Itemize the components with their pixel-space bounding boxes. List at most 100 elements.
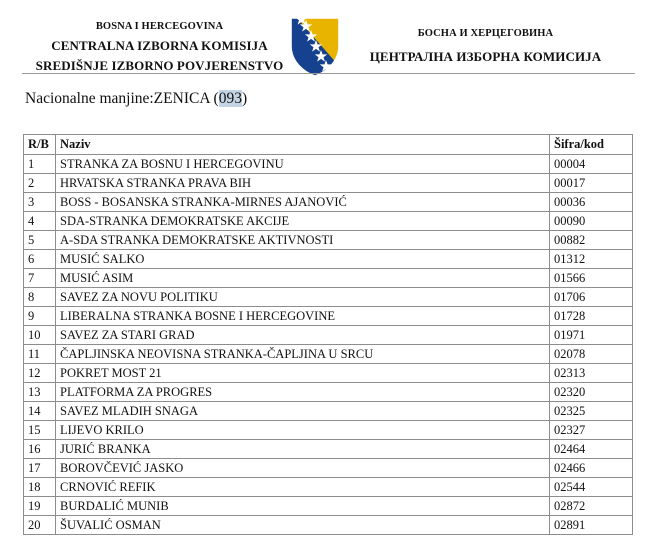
- cell-sifra: 00004: [549, 154, 633, 174]
- cell-rb: 19: [23, 496, 56, 516]
- cell-rb: 13: [23, 382, 56, 402]
- table-row: 16 JURIĆ BRANKA 02464: [23, 439, 633, 459]
- masthead-cyrillic-line-2: ЦЕНТРАЛНА ИЗБОРНА КОМИСИЈА: [369, 49, 602, 64]
- table-row: 17 BOROVČEVIĆ JASKO 02466: [23, 458, 633, 478]
- cell-rb: 11: [23, 344, 56, 364]
- column-header-rb: R/B: [23, 134, 56, 155]
- table-header-row: R/B Naziv Šifra/kod: [23, 134, 633, 155]
- cell-sifra: 02078: [549, 344, 633, 364]
- cell-naziv: BOSS - BOSANSKA STRANKA-MIRNES AJANOVIĆ: [55, 192, 550, 212]
- table-row: 19 BURDALIĆ MUNIB 02872: [23, 496, 633, 516]
- cell-naziv: MUSIĆ SALKO: [55, 249, 550, 269]
- masthead-latin-block: BOSNA I HERCEGOVINA CENTRALNA IZBORNA KO…: [35, 18, 285, 76]
- cell-rb: 1: [23, 154, 56, 174]
- cell-rb: 20: [23, 515, 56, 535]
- cell-rb: 14: [23, 401, 56, 421]
- cell-sifra: 02464: [549, 439, 633, 459]
- cell-rb: 7: [23, 268, 56, 288]
- cell-sifra: 01728: [549, 306, 633, 326]
- candidate-list-table: R/B Naziv Šifra/kod 1 STRANKA ZA BOSNU I …: [23, 134, 633, 535]
- table-row: 4 SDA-STRANKA DEMOKRATSKE AKCIJE 00090: [23, 211, 633, 231]
- cell-naziv: STRANKA ZA BOSNU I HERCEGOVINU: [55, 154, 550, 174]
- masthead-cyrillic-line-1: БОСНА И ХЕРЦЕГОВИНА: [417, 28, 554, 39]
- candidate-list-table-wrapper: R/B Naziv Šifra/kod 1 STRANKA ZA BOSNU I …: [23, 134, 633, 535]
- cell-naziv: ČAPLJINSKA NEOVISNA STRANKA-ČAPLJINA U S…: [55, 344, 550, 364]
- header-divider: [22, 73, 635, 74]
- cell-naziv: JURIĆ BRANKA: [55, 439, 550, 459]
- table-row: 7 MUSIĆ ASIM 01566: [23, 268, 633, 288]
- cell-rb: 12: [23, 363, 56, 383]
- cell-naziv: SDA-STRANKA DEMOKRATSKE AKCIJE: [55, 211, 550, 231]
- table-row: 3 BOSS - BOSANSKA STRANKA-MIRNES AJANOVIĆ…: [23, 192, 633, 212]
- cell-naziv: MUSIĆ ASIM: [55, 268, 550, 288]
- table-row: 8 SAVEZ ZA NOVU POLITIKU 01706: [23, 287, 633, 307]
- cell-sifra: 00036: [549, 192, 633, 212]
- cell-sifra: 01971: [549, 325, 633, 345]
- cell-naziv: LIBERALNA STRANKA BOSNE I HERCEGOVINE: [55, 306, 550, 326]
- cell-sifra: 02313: [549, 363, 633, 383]
- cell-naziv: CRNOVIĆ REFIK: [55, 477, 550, 497]
- table-row: 15 LIJEVO KRILO 02327: [23, 420, 633, 440]
- table-row: 5 A-SDA STRANKA DEMOKRATSKE AKTIVNOSTI 008…: [23, 230, 633, 250]
- cell-rb: 3: [23, 192, 56, 212]
- table-row: 13 PLATFORMA ZA PROGRES 02320: [23, 382, 633, 402]
- page-title: Nacionalne manjine:ZENICA (093): [25, 89, 247, 109]
- cell-rb: 10: [23, 325, 56, 345]
- cell-naziv: PLATFORMA ZA PROGRES: [55, 382, 550, 402]
- page-title-prefix: Nacionalne manjine:ZENICA (: [25, 90, 219, 107]
- cell-sifra: 02466: [549, 458, 633, 478]
- cell-sifra: 00017: [549, 173, 633, 193]
- cell-rb: 16: [23, 439, 56, 459]
- cell-sifra: 02327: [549, 420, 633, 440]
- cell-naziv: SAVEZ MLADIH SNAGA: [55, 401, 550, 421]
- cell-naziv: HRVATSKA STRANKA PRAVA BIH: [55, 173, 550, 193]
- cell-rb: 18: [23, 477, 56, 497]
- page-title-suffix: ): [241, 90, 248, 107]
- cell-naziv: BURDALIĆ MUNIB: [55, 496, 550, 516]
- table-row: 6 MUSIĆ SALKO 01312: [23, 249, 633, 269]
- table-row: 18 CRNOVIĆ REFIK 02544: [23, 477, 633, 497]
- cell-sifra: 00882: [549, 230, 633, 250]
- masthead-latin-line-3: SREDIŠNJE IZBORNO POVJERENSTVO: [35, 58, 284, 73]
- table-row: 11 ČAPLJINSKA NEOVISNA STRANKA-ČAPLJINA U…: [23, 344, 633, 364]
- cell-rb: 8: [23, 287, 56, 307]
- masthead-cyrillic-block: БОСНА И ХЕРЦЕГОВИНА ЦЕНТРАЛНА ИЗБОРНА КО…: [345, 24, 621, 70]
- cell-naziv: A-SDA STRANKA DEMOKRATSKE AKTIVNOSTI: [55, 230, 550, 250]
- table-row: 9 LIBERALNA STRANKA BOSNE I HERCEGOVINE 01…: [23, 306, 633, 326]
- cell-rb: 4: [23, 211, 56, 231]
- cell-naziv: ŠUVALIĆ OSMAN: [55, 515, 550, 535]
- cell-sifra: 02544: [549, 477, 633, 497]
- cell-sifra: 02320: [549, 382, 633, 402]
- cell-naziv: LIJEVO KRILO: [55, 420, 550, 440]
- cell-sifra: 01566: [549, 268, 633, 288]
- cell-sifra: 02891: [549, 515, 633, 535]
- table-row: 1 STRANKA ZA BOSNU I HERCEGOVINU 00004: [23, 154, 633, 174]
- municipality-code-highlight: 093: [218, 90, 242, 107]
- cell-sifra: 02325: [549, 401, 633, 421]
- column-header-naziv: Naziv: [55, 134, 550, 155]
- cell-rb: 6: [23, 249, 56, 269]
- table-row: 10 SAVEZ ZA STARI GRAD 01971: [23, 325, 633, 345]
- column-header-sifra: Šifra/kod: [549, 134, 633, 155]
- cell-sifra: 01312: [549, 249, 633, 269]
- masthead-latin-line-2: CENTRALNA IZBORNA KOMISIJA: [51, 38, 268, 53]
- cell-rb: 15: [23, 420, 56, 440]
- table-row: 20 ŠUVALIĆ OSMAN 02891: [23, 515, 633, 535]
- table-row: 2 HRVATSKA STRANKA PRAVA BIH 00017: [23, 173, 633, 193]
- coat-of-arms-icon: [289, 16, 341, 78]
- cell-rb: 5: [23, 230, 56, 250]
- cell-naziv: BOROVČEVIĆ JASKO: [55, 458, 550, 478]
- page-masthead: BOSNA I HERCEGOVINA CENTRALNA IZBORNA KO…: [0, 0, 655, 78]
- cell-sifra: 01706: [549, 287, 633, 307]
- cell-rb: 2: [23, 173, 56, 193]
- cell-rb: 17: [23, 458, 56, 478]
- cell-naziv: SAVEZ ZA STARI GRAD: [55, 325, 550, 345]
- table-row: 12 POKRET MOST 21 02313: [23, 363, 633, 383]
- cell-naziv: SAVEZ ZA NOVU POLITIKU: [55, 287, 550, 307]
- cell-sifra: 00090: [549, 211, 633, 231]
- cell-sifra: 02872: [549, 496, 633, 516]
- table-row: 14 SAVEZ MLADIH SNAGA 02325: [23, 401, 633, 421]
- masthead-latin-line-1: BOSNA I HERCEGOVINA: [95, 21, 224, 32]
- cell-rb: 9: [23, 306, 56, 326]
- table-body: 1 STRANKA ZA BOSNU I HERCEGOVINU 00004 2 HRV…: [23, 154, 633, 535]
